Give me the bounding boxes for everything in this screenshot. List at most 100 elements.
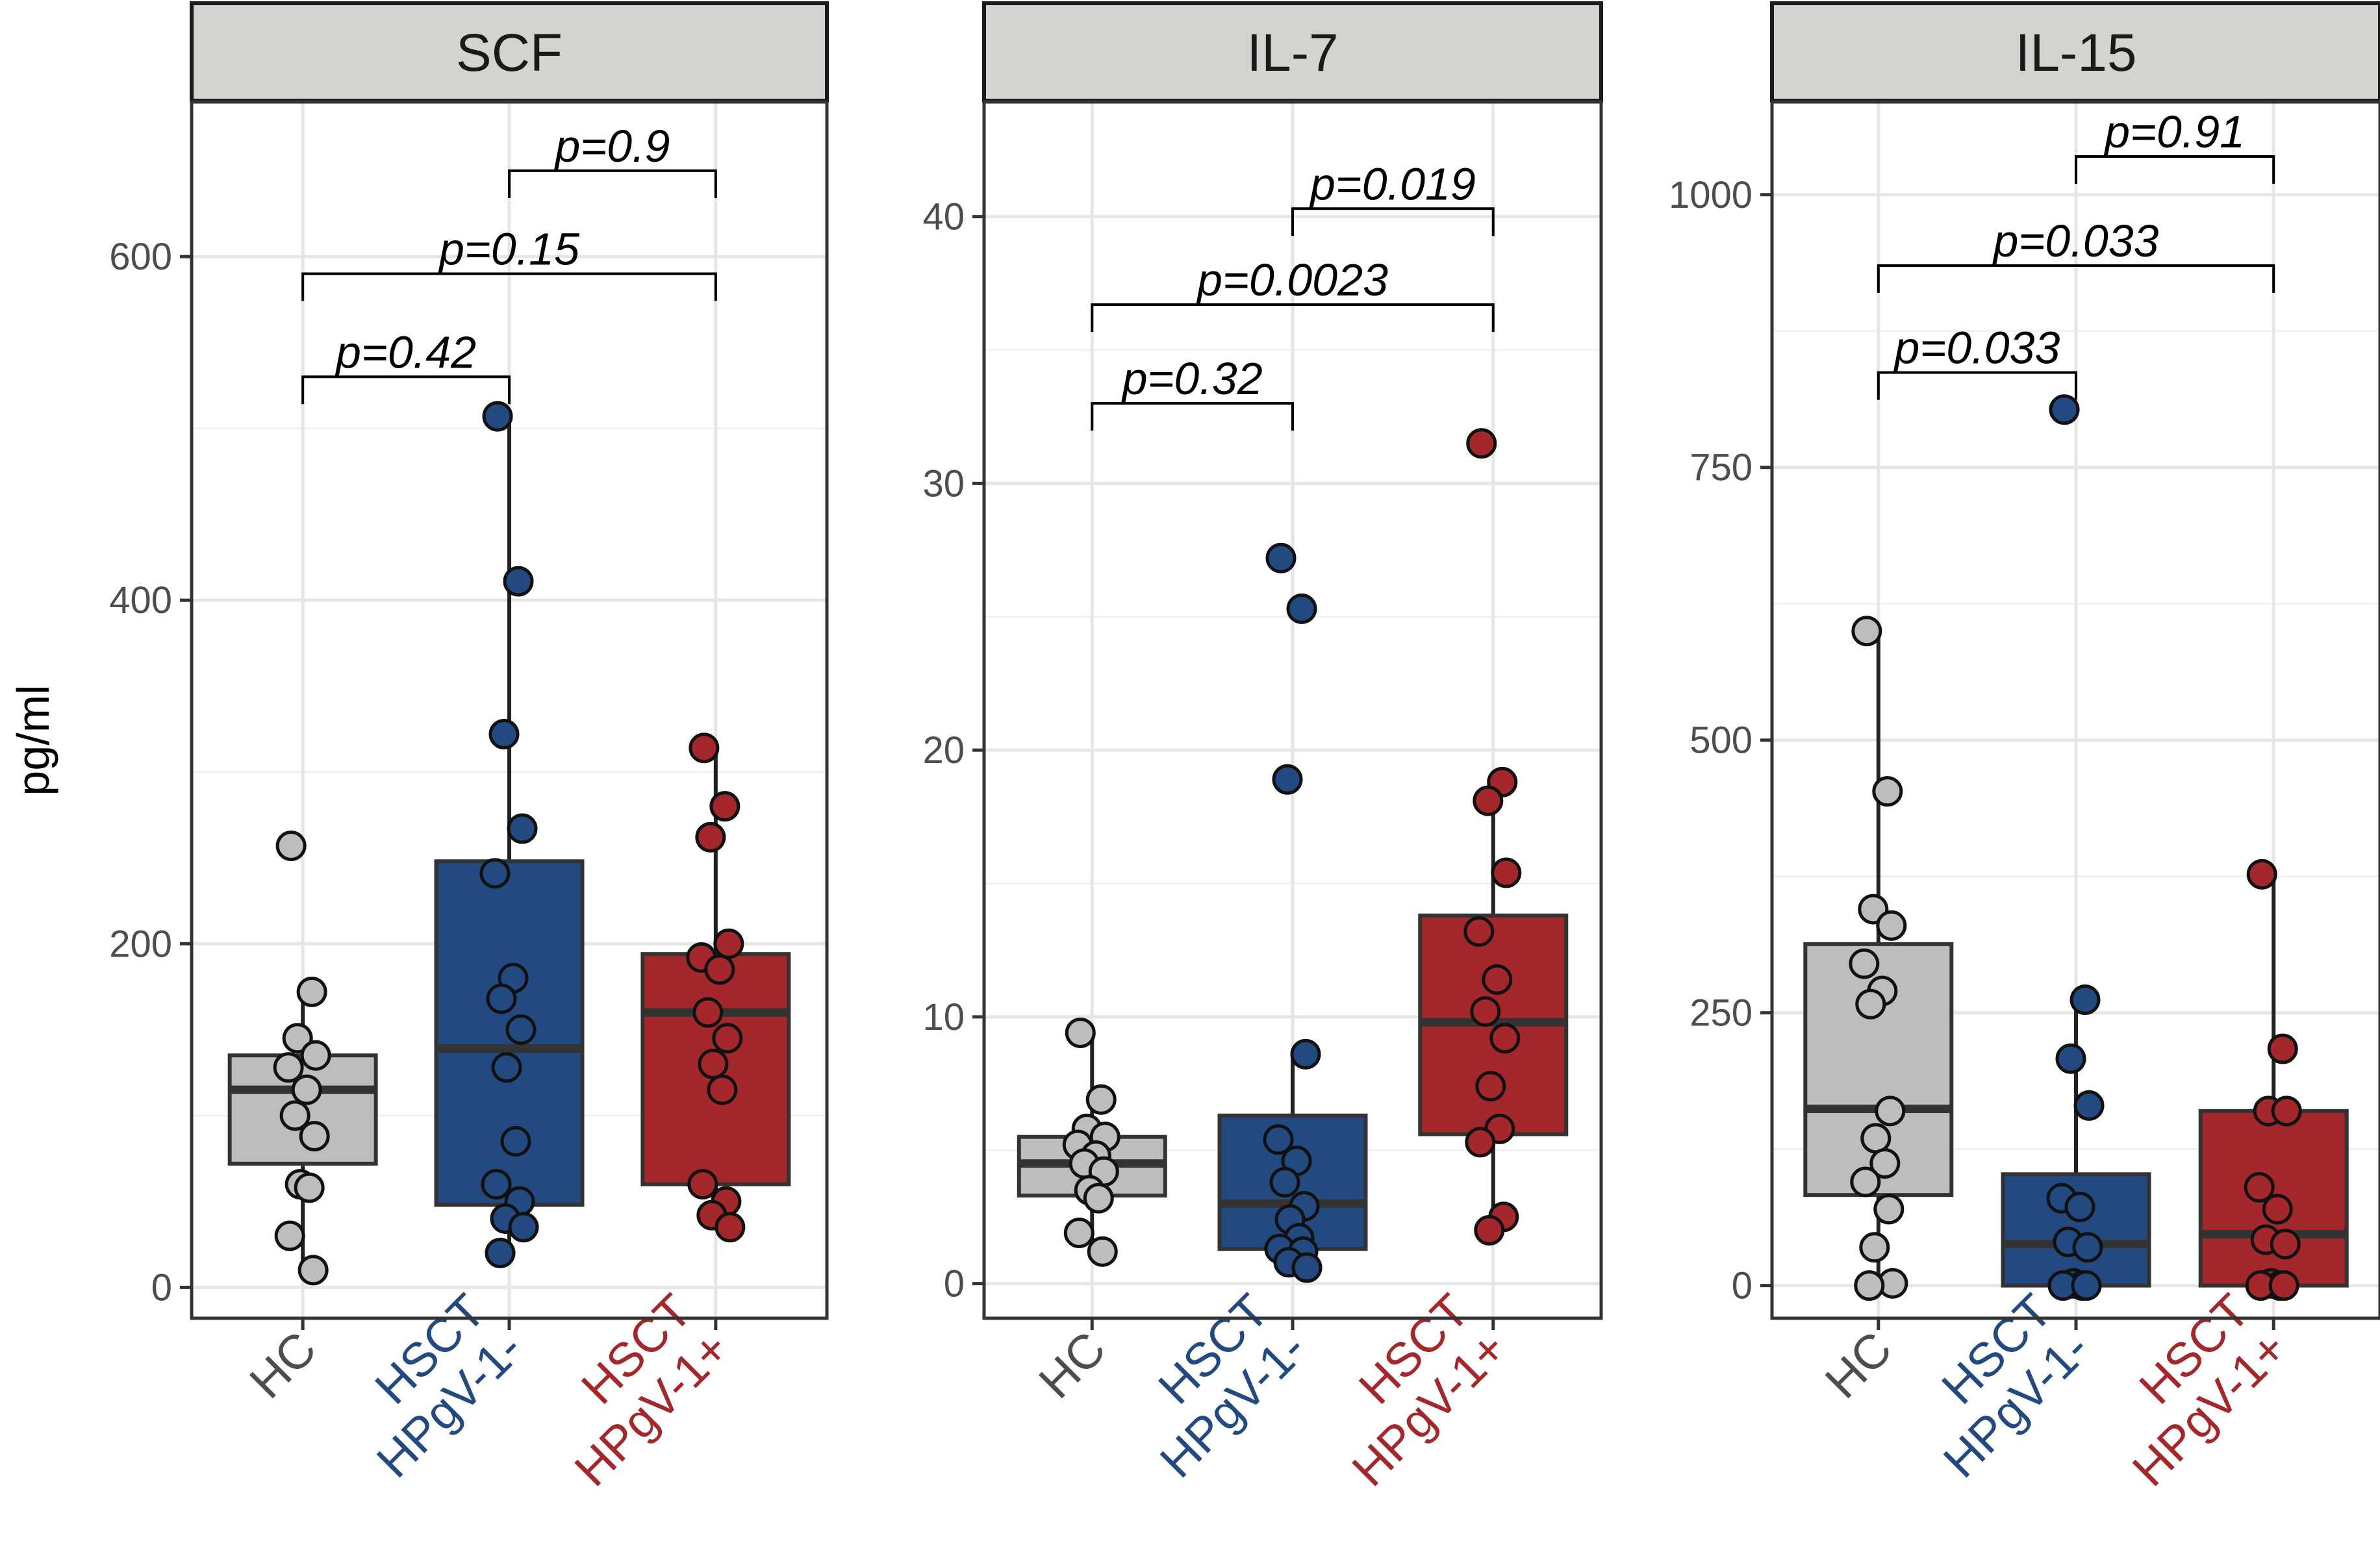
y-tick-label: 40: [922, 196, 965, 238]
data-point: [2070, 984, 2101, 1015]
data-point: [296, 976, 327, 1007]
data-point: [488, 719, 520, 750]
panel-border: [1770, 100, 2380, 1320]
y-tick-label: 1000: [1669, 174, 1753, 216]
data-point: [704, 954, 735, 985]
comparison-bracket: [1877, 264, 2275, 293]
data-point: [713, 928, 744, 959]
data-point: [479, 858, 511, 889]
comparison-bracket: [2075, 155, 2275, 184]
y-tick-label: 500: [1690, 720, 1753, 762]
data-point: [1873, 1194, 1905, 1225]
data-point: [485, 1237, 516, 1268]
data-point: [2064, 1192, 2095, 1223]
comparison-bracket: [1877, 371, 2077, 400]
data-point: [2055, 1043, 2086, 1074]
strip-header: [1770, 1, 2380, 103]
data-point: [1859, 1232, 1890, 1263]
data-point: [486, 983, 517, 1014]
y-tick-label: 600: [109, 236, 172, 278]
data-point: [1272, 764, 1303, 795]
data-point: [1854, 1270, 1885, 1301]
data-point: [2244, 1171, 2275, 1203]
data-point: [1850, 1166, 1881, 1197]
data-point: [2262, 1194, 2293, 1225]
p-value-label: p=0.0023: [1196, 255, 1388, 305]
y-tick-label: 200: [109, 923, 172, 965]
data-point: [1465, 1127, 1496, 1158]
comparison-bracket: [1091, 303, 1495, 332]
p-value-label: p=0.42: [335, 327, 476, 377]
data-point: [503, 566, 534, 597]
data-point: [279, 1100, 310, 1131]
p-value-label: p=0.033: [1893, 323, 2060, 373]
data-point: [491, 1052, 522, 1083]
data-point: [1475, 1071, 1506, 1102]
data-point: [698, 1048, 729, 1079]
data-point: [2267, 1033, 2298, 1064]
data-point: [715, 1212, 746, 1243]
data-point: [1473, 785, 1504, 816]
data-point: [2271, 1096, 2302, 1127]
data-point: [1065, 1018, 1096, 1049]
data-point: [2268, 1270, 2299, 1301]
comparison-bracket: [301, 375, 511, 405]
p-value-label: p=0.9: [553, 121, 670, 171]
data-point: [1872, 776, 1903, 807]
p-value-label: p=0.91: [2103, 106, 2245, 157]
y-tick-label: 0: [944, 1263, 965, 1305]
data-point: [1860, 1123, 1892, 1154]
data-point: [1470, 996, 1501, 1027]
data-point: [1087, 1236, 1118, 1267]
data-point: [687, 1169, 718, 1200]
data-point: [695, 821, 726, 853]
data-point: [1290, 1038, 1321, 1070]
data-point: [1263, 1124, 1294, 1155]
data-point: [692, 997, 724, 1028]
data-point: [1849, 948, 1880, 979]
data-point: [273, 1052, 304, 1083]
p-value-label: p=0.033: [1992, 216, 2159, 266]
y-tick-label: 250: [1690, 992, 1753, 1034]
y-tick-label: 30: [922, 462, 965, 505]
y-tick-label: 400: [109, 579, 172, 621]
data-point: [294, 1172, 325, 1203]
data-point: [300, 1040, 331, 1071]
panel-border: [190, 100, 829, 1320]
y-axis-title: pg/ml: [8, 684, 58, 796]
p-value-label: p=0.32: [1121, 353, 1263, 404]
data-point: [1855, 988, 1886, 1020]
comparison-bracket: [1291, 207, 1495, 236]
data-point: [1466, 428, 1497, 459]
data-point: [2073, 1090, 2105, 1121]
data-point: [2246, 858, 2277, 890]
data-point: [1482, 964, 1513, 995]
y-tick-label: 0: [1732, 1265, 1753, 1307]
data-point: [291, 1074, 322, 1105]
panel-border: [982, 100, 1603, 1320]
panel-title: IL-7: [1247, 23, 1338, 82]
data-point: [274, 1220, 305, 1251]
strip-header: [982, 1, 1603, 103]
data-point: [712, 1023, 743, 1054]
data-point: [1474, 1214, 1505, 1246]
data-point: [689, 733, 720, 764]
data-point: [298, 1255, 329, 1286]
data-point: [500, 1126, 531, 1157]
data-point: [1291, 1252, 1323, 1283]
comparison-bracket: [301, 272, 717, 301]
data-point: [1265, 542, 1297, 573]
data-point: [1085, 1084, 1117, 1115]
data-point: [1491, 857, 1522, 888]
y-tick-label: 10: [922, 996, 965, 1038]
p-value-label: p=0.15: [438, 224, 580, 275]
p-value-label: p=0.019: [1309, 158, 1476, 209]
data-point: [482, 401, 513, 432]
data-point: [2071, 1270, 2102, 1301]
data-point: [481, 1169, 512, 1200]
data-point: [1286, 593, 1317, 624]
